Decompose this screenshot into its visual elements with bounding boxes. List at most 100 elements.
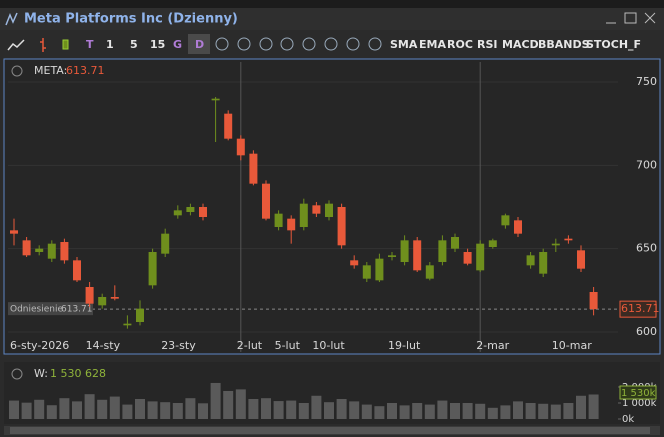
candle-body: [60, 242, 69, 261]
reference-label: Odniesienie: [10, 305, 63, 315]
toolbar-icon[interactable]: [215, 37, 229, 51]
candle-body: [85, 287, 94, 304]
volume-bar: [336, 398, 347, 419]
toolbar-icon[interactable]: [280, 37, 294, 51]
toolbar-button[interactable]: RSI: [477, 38, 498, 51]
line-tool[interactable]: [7, 39, 25, 51]
candle-body: [312, 205, 321, 214]
toolbar-button[interactable]: 15: [150, 38, 165, 51]
toolbar-button[interactable]: D: [195, 38, 204, 51]
x-tick-label: 14-sty: [86, 339, 121, 352]
candle-body: [47, 243, 56, 259]
volume-bar: [147, 401, 158, 419]
candle-body: [438, 240, 447, 262]
x-tick-label: 23-sty: [161, 339, 196, 352]
y-tick-label: 650: [636, 242, 657, 255]
volume-bar: [122, 404, 133, 419]
candle-body: [539, 252, 548, 274]
panel-handle[interactable]: [11, 368, 23, 380]
candle-body: [362, 265, 371, 279]
volume-bar: [538, 403, 549, 419]
volume-bar: [500, 405, 511, 419]
active-button: [188, 34, 210, 54]
volume-bar: [210, 382, 221, 419]
candle-body: [413, 240, 422, 271]
toolbar-icon[interactable]: [368, 37, 382, 51]
volume-bar: [72, 401, 82, 419]
x-tick-label: 5-lut: [275, 339, 301, 352]
symbol-price: 613.71: [66, 64, 105, 77]
reference-box: [8, 302, 93, 316]
volume-bar: [248, 398, 259, 419]
candle-body: [287, 218, 296, 231]
candle-body: [98, 297, 107, 306]
volume-bar: [475, 403, 486, 419]
candle-body: [199, 207, 207, 217]
toolbar-button[interactable]: STOCH_F: [586, 38, 641, 51]
toolbar-button[interactable]: EMA: [419, 38, 446, 51]
candle-body: [186, 207, 195, 212]
candle-body: [148, 252, 157, 286]
volume-badge: [619, 385, 657, 400]
toolbar-button[interactable]: SMA: [390, 38, 418, 51]
app-icon: [5, 12, 18, 26]
close[interactable]: [644, 12, 656, 24]
volume-bar: [97, 399, 108, 419]
symbol-label: META:: [34, 64, 67, 77]
toolbar-icon[interactable]: [302, 37, 316, 51]
volume-bar: [450, 402, 460, 419]
toolbar-button[interactable]: G: [173, 38, 182, 51]
candle-tool[interactable]: [62, 39, 69, 50]
toolbar-button[interactable]: ROC: [447, 38, 473, 51]
candle-body: [388, 255, 396, 257]
volume-bar: [487, 407, 498, 419]
toolbar-button[interactable]: 1: [106, 38, 114, 51]
toolbar-icon[interactable]: [259, 37, 273, 51]
candle-body: [249, 153, 258, 184]
reference-value: 613.71: [61, 305, 93, 315]
candle-body: [161, 233, 170, 254]
ohlc-tool[interactable]: [40, 38, 46, 52]
volume-bar: [198, 403, 208, 419]
x-tick-label: 2-lut: [237, 339, 263, 352]
candle-body: [350, 260, 359, 266]
x-tick-label: 19-lut: [388, 339, 421, 352]
x-tick-label: 6-sty-2026: [10, 339, 69, 352]
price-badge: [619, 300, 657, 318]
candle-body: [274, 213, 283, 227]
volume-badge-text: 1 530k: [621, 388, 656, 399]
text-tool[interactable]: T: [86, 38, 94, 51]
candle-body: [551, 243, 560, 246]
toolbar-icon[interactable]: [324, 37, 338, 51]
scroll-thumb[interactable]: [10, 427, 650, 434]
candle-body: [73, 260, 81, 281]
candle-body: [526, 255, 535, 266]
volume-bar: [437, 400, 448, 419]
volume-bar: [525, 402, 536, 419]
candle-body: [173, 210, 182, 216]
candle-body: [577, 250, 585, 269]
volume-bar: [298, 402, 309, 419]
candle-body: [589, 292, 598, 310]
price-badge-text: 613.71: [621, 302, 660, 315]
toolbar-icon[interactable]: [346, 37, 360, 51]
volume-bar: [399, 405, 410, 419]
volume-bar: [563, 402, 574, 419]
y-tick-label: 0k: [622, 414, 634, 425]
background-strip: [0, 0, 664, 8]
toolbar-icon[interactable]: [237, 37, 251, 51]
candle-body: [463, 252, 472, 264]
volume-bar: [324, 402, 334, 419]
toolbar-button[interactable]: MACD: [502, 38, 539, 51]
candle-body: [123, 323, 132, 326]
volume-bar: [273, 401, 284, 419]
toolbar-button[interactable]: BBANDS: [538, 38, 590, 51]
candle-body: [325, 203, 333, 217]
volume-bar: [160, 402, 171, 419]
toolbar-button[interactable]: 5: [130, 38, 138, 51]
candle-body: [501, 215, 510, 226]
panel-handle[interactable]: [11, 65, 23, 77]
maximize[interactable]: [624, 12, 637, 24]
candle-body: [337, 207, 346, 246]
